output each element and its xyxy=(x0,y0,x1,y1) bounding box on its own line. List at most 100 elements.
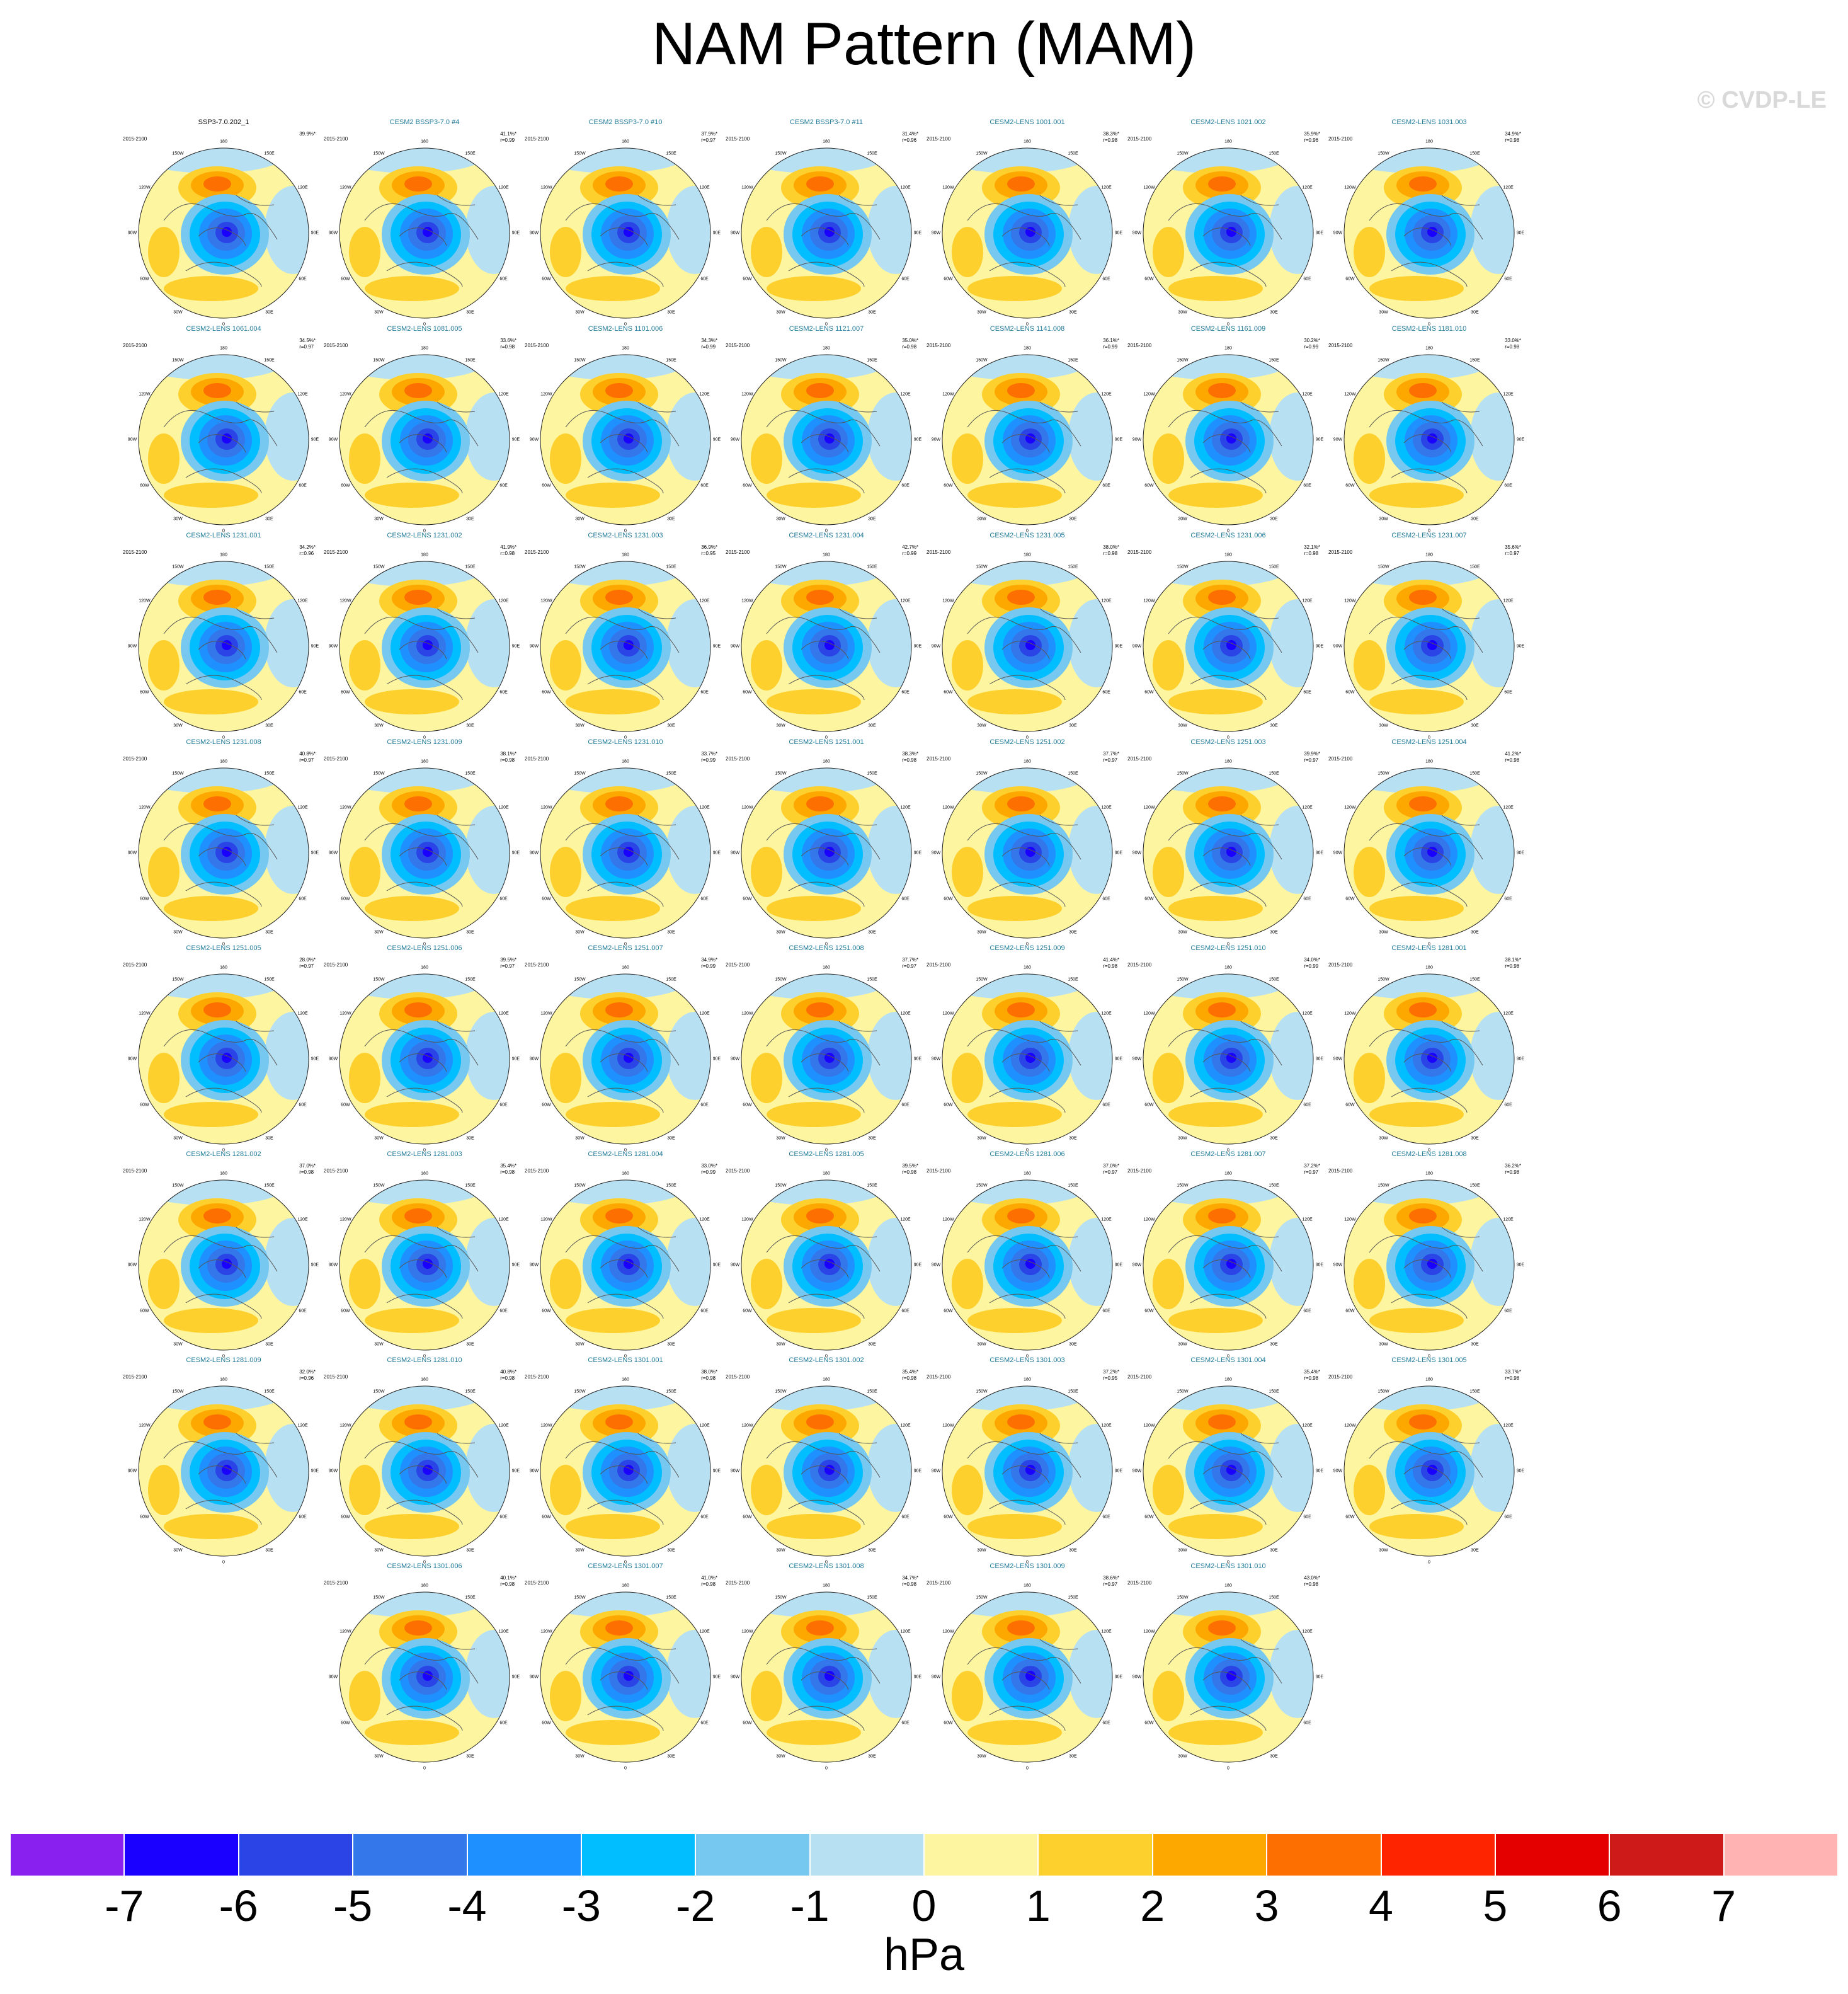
polar-map xyxy=(339,147,510,319)
anomaly-region-positive xyxy=(806,1414,834,1430)
anomaly-region-negative xyxy=(1025,640,1035,650)
longitude-label: 150E xyxy=(465,1595,476,1600)
map-boundary xyxy=(741,561,912,732)
longitude-label: 150E xyxy=(1269,977,1279,982)
longitude-label: 0 xyxy=(423,1560,426,1565)
panel-pattern-correlation: r=0.98 xyxy=(1505,1375,1520,1381)
longitude-label: 60W xyxy=(1345,1515,1355,1519)
map-panel: CESM2-LENS 1081.005 2015-2100 33.6%* r=0.98… xyxy=(324,325,525,534)
longitude-label: 90W xyxy=(328,1263,338,1268)
coastlines xyxy=(565,1639,680,1731)
colorbar-swatch xyxy=(10,1833,125,1876)
anomaly-region-negative xyxy=(222,227,232,237)
panel-pattern-correlation: r=0.98 xyxy=(902,1581,917,1587)
panel-pattern-correlation: r=0.99 xyxy=(1304,344,1319,350)
longitude-label: 120E xyxy=(297,1423,308,1428)
longitude-label: 180 xyxy=(1425,553,1433,558)
longitude-label: 120E xyxy=(1503,1217,1514,1222)
coastlines xyxy=(1168,1227,1282,1319)
longitude-label: 60E xyxy=(1102,483,1110,488)
longitude-label: 90W xyxy=(328,1057,338,1062)
longitude-label: 0 xyxy=(825,529,828,534)
panel-variance-percent: 37.0%* xyxy=(299,1163,316,1169)
panel-title: CESM2-LENS 1081.005 xyxy=(387,325,462,333)
longitude-label: 90W xyxy=(127,437,137,442)
longitude-label: 150E xyxy=(264,771,275,776)
longitude-label: 120W xyxy=(1344,392,1356,396)
longitude-label: 30W xyxy=(1379,1548,1388,1553)
longitude-label: 120E xyxy=(1101,599,1112,603)
longitude-label: 30E xyxy=(868,517,876,522)
longitude-label: 90W xyxy=(529,1469,539,1474)
coastlines xyxy=(967,1227,1081,1319)
longitude-label: 120W xyxy=(139,185,151,190)
longitude-label: 120E xyxy=(900,185,911,190)
longitude-label: 60W xyxy=(140,1309,149,1313)
longitude-label: 30W xyxy=(1379,723,1388,728)
longitude-label: 30W xyxy=(575,1548,585,1553)
polar-map xyxy=(942,354,1113,525)
longitude-label: 60W xyxy=(743,1515,752,1519)
anomaly-region-positive xyxy=(751,1671,782,1721)
panel-stats: 36.1%* r=0.99 xyxy=(1103,338,1119,350)
longitude-label: 60W xyxy=(944,277,953,281)
longitude-label: 120W xyxy=(1344,1011,1356,1016)
longitude-label: 150W xyxy=(574,771,586,776)
polar-map xyxy=(1143,147,1314,319)
longitude-label: 150W xyxy=(775,151,787,156)
longitude-label: 90W xyxy=(1132,437,1142,442)
map-boundary xyxy=(741,767,912,939)
anomaly-region-positive xyxy=(751,227,782,277)
longitude-label: 60E xyxy=(499,1515,508,1519)
panel-stats: 36.2%* r=0.98 xyxy=(1505,1163,1521,1176)
coastlines xyxy=(163,1227,278,1319)
longitude-label: 30E xyxy=(466,1342,474,1347)
anomaly-region-positive xyxy=(550,1465,581,1515)
polar-map xyxy=(540,1591,711,1763)
anomaly-region-positive xyxy=(1168,896,1263,921)
panel-pattern-correlation: r=0.98 xyxy=(1103,551,1118,556)
panel-stats: 34.3%* r=0.99 xyxy=(701,338,717,350)
coastlines xyxy=(766,401,881,494)
map-boundary xyxy=(1143,1385,1314,1557)
map-boundary xyxy=(942,1179,1113,1351)
map-panel: CESM2-LENS 1231.003 2015-2100 36.9%* r=0.95… xyxy=(525,532,726,740)
map-panel: CESM2-LENS 1141.008 2015-2100 36.1%* r=0.99… xyxy=(927,325,1128,534)
anomaly-region-positive xyxy=(566,483,660,508)
longitude-label: 30E xyxy=(466,723,474,728)
longitude-label: 150E xyxy=(264,1389,275,1394)
longitude-label: 150W xyxy=(1177,151,1189,156)
map-panel: CESM2-LENS 1301.010 2015-2100 43.0%* r=0.98… xyxy=(1127,1562,1329,1771)
longitude-label: 30E xyxy=(1270,930,1278,935)
anomaly-region-negative-light xyxy=(265,599,309,687)
longitude-label: 150W xyxy=(775,564,787,570)
panel-title: CESM2-LENS 1031.003 xyxy=(1391,118,1467,126)
anomaly-region-negative xyxy=(423,1671,433,1681)
panel-stats: 41.2%* r=0.98 xyxy=(1505,751,1521,764)
longitude-label: 120E xyxy=(498,185,509,190)
longitude-label: 90W xyxy=(328,231,338,236)
colorbar-tick-label: 4 xyxy=(1369,1881,1393,1930)
longitude-label: 90E xyxy=(1516,1057,1525,1062)
anomaly-region-positive xyxy=(164,276,258,301)
longitude-label: 150W xyxy=(1377,358,1389,363)
panel-period: 2015-2100 xyxy=(726,1374,750,1380)
longitude-label: 90W xyxy=(730,1675,740,1680)
longitude-label: 60W xyxy=(1144,690,1154,694)
anomaly-region-negative xyxy=(624,847,634,857)
longitude-label: 30W xyxy=(1178,930,1187,935)
panel-stats: 41.0%* r=0.98 xyxy=(701,1575,717,1588)
longitude-label: 30E xyxy=(1069,723,1077,728)
anomaly-region-negative xyxy=(824,433,835,444)
panel-period: 2015-2100 xyxy=(1328,136,1353,142)
longitude-label: 150E xyxy=(1469,1389,1480,1394)
map-boundary xyxy=(138,973,309,1145)
longitude-label: 90E xyxy=(1114,644,1123,649)
longitude-label: 120E xyxy=(1101,1629,1112,1634)
longitude-label: 150W xyxy=(574,1595,586,1600)
anomaly-region-negative xyxy=(423,640,433,650)
anomaly-region-negative-light xyxy=(265,1012,309,1100)
map-boundary xyxy=(1143,1179,1314,1351)
longitude-label: 30E xyxy=(265,1342,273,1347)
map-boundary xyxy=(1343,1385,1515,1557)
